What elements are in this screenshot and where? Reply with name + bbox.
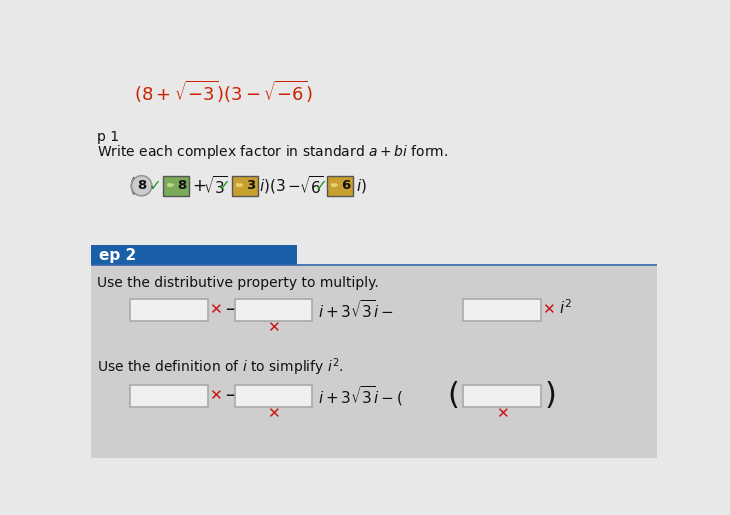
FancyBboxPatch shape [234, 299, 312, 320]
Text: ✏: ✏ [166, 181, 174, 190]
Text: $i^2$: $i^2$ [558, 298, 572, 317]
Text: Use the distributive property to multiply.: Use the distributive property to multipl… [97, 276, 379, 290]
FancyBboxPatch shape [130, 385, 207, 407]
Text: −: − [225, 301, 239, 319]
Text: ✓: ✓ [218, 178, 231, 193]
Text: 6: 6 [341, 179, 350, 192]
Text: +: + [192, 177, 206, 195]
Text: ✕: ✕ [209, 388, 222, 403]
FancyBboxPatch shape [91, 265, 657, 458]
Text: 8: 8 [177, 179, 186, 192]
Text: $i + 3\sqrt{3}i -$: $i + 3\sqrt{3}i -$ [318, 299, 394, 321]
Text: ): ) [545, 382, 556, 410]
Text: (: ( [447, 382, 459, 410]
FancyBboxPatch shape [327, 176, 353, 196]
Circle shape [131, 176, 152, 196]
Text: ✓: ✓ [149, 178, 162, 193]
Text: ep 2: ep 2 [99, 248, 137, 263]
Text: (: ( [128, 176, 136, 195]
Text: $\sqrt{6}$: $\sqrt{6}$ [299, 175, 324, 197]
Text: ✕: ✕ [209, 302, 222, 317]
FancyBboxPatch shape [130, 299, 207, 320]
Text: p 1: p 1 [97, 130, 120, 144]
Text: −: − [225, 387, 239, 405]
FancyBboxPatch shape [234, 385, 312, 407]
FancyBboxPatch shape [231, 176, 258, 196]
FancyBboxPatch shape [464, 385, 541, 407]
Text: 8: 8 [137, 179, 146, 192]
FancyBboxPatch shape [163, 176, 189, 196]
Text: ✕: ✕ [267, 406, 280, 421]
Text: $i + 3\sqrt{3}i -($: $i + 3\sqrt{3}i -($ [318, 384, 404, 408]
FancyBboxPatch shape [464, 299, 541, 320]
Text: ✕: ✕ [542, 302, 555, 317]
Text: ✓: ✓ [315, 178, 327, 193]
Text: ✕: ✕ [267, 320, 280, 335]
Text: $(8 + \sqrt{-3})(3 - \sqrt{-6})$: $(8 + \sqrt{-3})(3 - \sqrt{-6})$ [134, 79, 312, 105]
Text: $\sqrt{3}$: $\sqrt{3}$ [203, 175, 228, 197]
FancyBboxPatch shape [91, 245, 296, 265]
Text: Use the definition of $i$ to simplify $i^2$.: Use the definition of $i$ to simplify $i… [97, 357, 344, 379]
Text: ✕: ✕ [496, 406, 508, 421]
Text: ✏: ✏ [331, 181, 339, 190]
Text: Write each complex factor in standard $a + bi$ form.: Write each complex factor in standard $a… [97, 143, 449, 161]
Text: 3: 3 [246, 179, 255, 192]
Text: $i)$: $i)$ [356, 177, 366, 195]
Text: ✏: ✏ [236, 181, 243, 190]
Text: $i)(3 -$: $i)(3 -$ [259, 177, 301, 195]
